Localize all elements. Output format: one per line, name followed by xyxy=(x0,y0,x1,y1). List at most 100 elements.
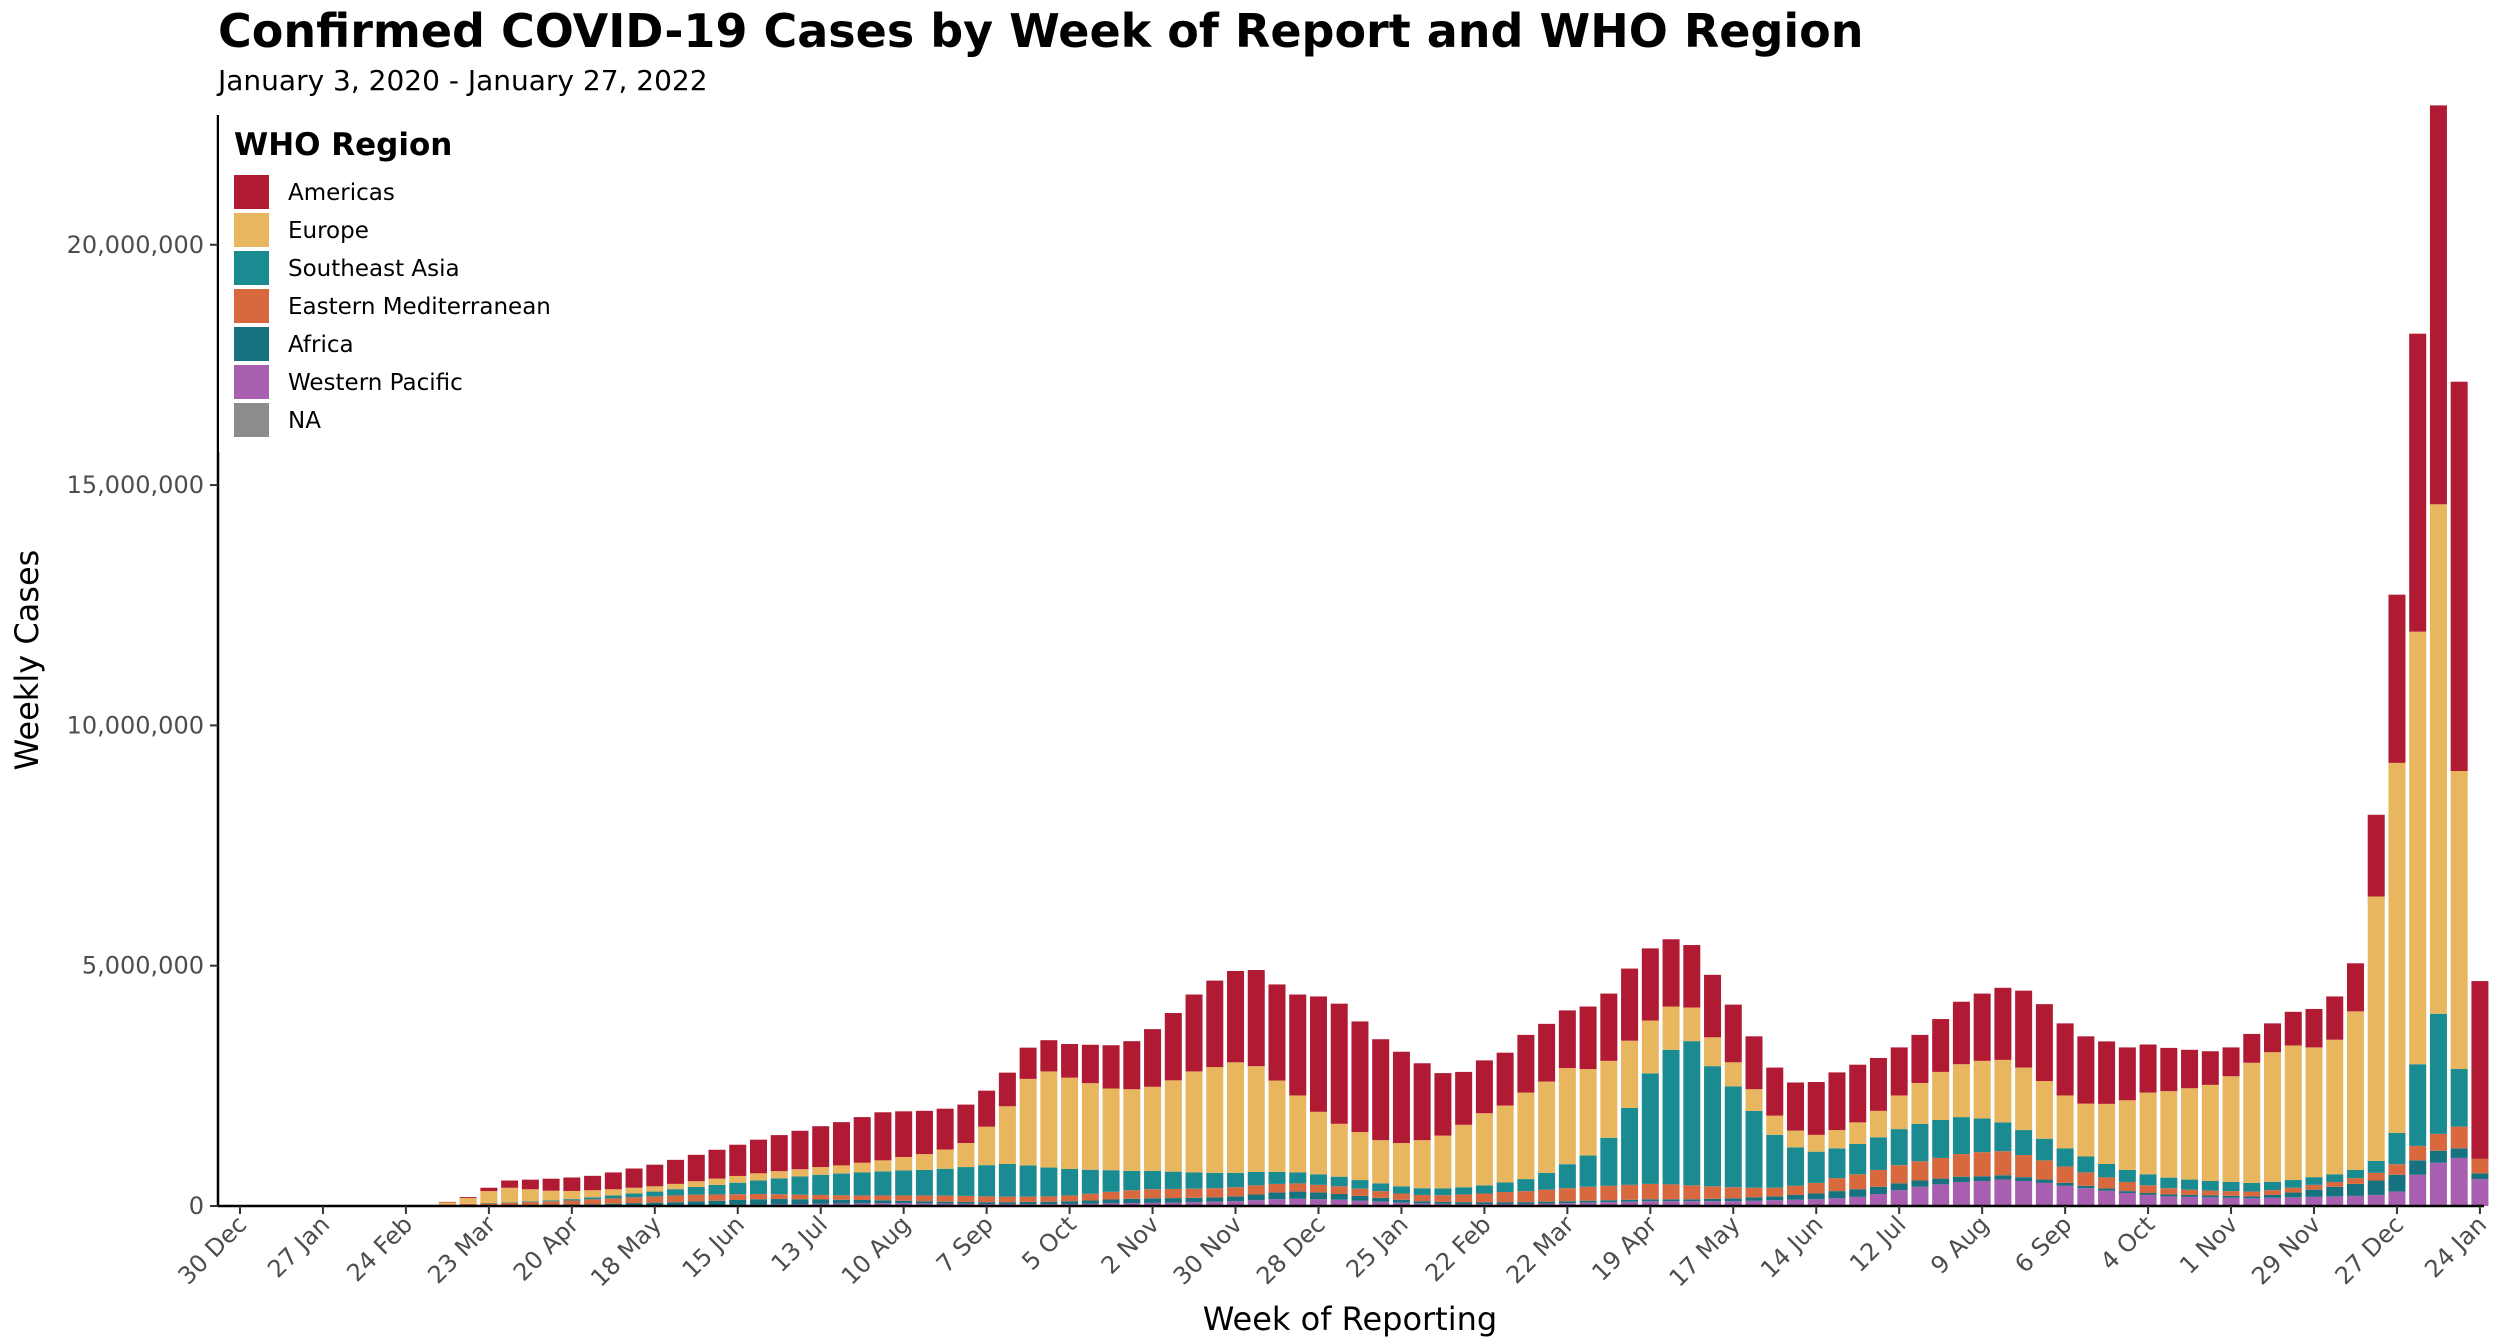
bar-segment xyxy=(1206,1067,1224,1173)
bar-segment xyxy=(1683,945,1701,1008)
bar-segment xyxy=(1683,1007,1701,1042)
bar-segment xyxy=(1144,1086,1162,1171)
x-tick-label: 18 May xyxy=(585,1210,667,1292)
bar-segment xyxy=(1994,1179,2012,1206)
bar-segment xyxy=(1061,1077,1079,1169)
bar-segment xyxy=(1019,1201,1037,1205)
bar-segment xyxy=(1745,1036,1763,1090)
bar-segment xyxy=(2367,1194,2385,1206)
bar-segment xyxy=(2264,1181,2282,1191)
bar-segment xyxy=(1475,1060,1493,1114)
legend-title: WHO Region xyxy=(234,127,452,163)
bar-segment xyxy=(1932,1019,1950,1072)
bar-segment xyxy=(978,1196,996,1203)
bar-segment xyxy=(584,1199,602,1205)
bar-segment xyxy=(1828,1178,1846,1192)
bar-segment xyxy=(2077,1103,2095,1157)
bar-segment xyxy=(1517,1092,1535,1180)
bar-segment xyxy=(1766,1200,1784,1206)
bar-segment xyxy=(1392,1193,1410,1200)
bar-segment xyxy=(1040,1201,1058,1205)
bar-segment xyxy=(1019,1196,1037,1202)
x-tick-label: 22 Feb xyxy=(1420,1210,1497,1287)
bar-segment xyxy=(584,1175,602,1191)
bar-segment xyxy=(770,1194,788,1200)
bar-segment xyxy=(2471,1173,2489,1180)
legend-items: Americas Europe Southeast Asia Eastern Medi… xyxy=(234,175,551,437)
bar-segment xyxy=(1973,1152,1991,1177)
bar-segment xyxy=(1164,1198,1182,1203)
bar-segment xyxy=(1206,1201,1224,1206)
bar-segment xyxy=(1662,1006,1680,1050)
bar-segment xyxy=(1309,1174,1327,1185)
bar-segment xyxy=(1828,1191,1846,1199)
bar-segment xyxy=(1309,1199,1327,1206)
bar-segment xyxy=(2077,1188,2095,1206)
bar-segment xyxy=(874,1112,892,1161)
bar-segment xyxy=(459,1197,477,1199)
bar-segment xyxy=(1330,1003,1348,1124)
bar-segment xyxy=(1123,1203,1141,1206)
bar-segment xyxy=(812,1199,830,1204)
bar-segment xyxy=(750,1180,767,1194)
bar-segment xyxy=(1372,1201,1390,1206)
bar-segment xyxy=(1932,1184,1950,1206)
bar-segment xyxy=(936,1149,954,1169)
bar-segment xyxy=(2035,1160,2053,1180)
bar-segment xyxy=(729,1144,747,1176)
bar-segment xyxy=(1849,1189,1867,1197)
bar-segment xyxy=(2160,1188,2178,1195)
bar-segment xyxy=(2035,1081,2053,1139)
bar-segment xyxy=(1683,1185,1701,1200)
bar-segment xyxy=(1849,1174,1867,1190)
bar-segment xyxy=(1040,1071,1058,1168)
bar-segment xyxy=(1392,1143,1410,1187)
bar-segment xyxy=(1206,980,1224,1068)
bar-segment xyxy=(1413,1140,1431,1189)
bar-segment xyxy=(1932,1157,1950,1179)
bar-segment xyxy=(957,1167,975,1196)
bar-segment xyxy=(1144,1029,1162,1087)
bar-segment xyxy=(1247,1066,1265,1172)
bar-segment xyxy=(687,1194,705,1202)
bar-segment xyxy=(1496,1182,1514,1193)
bar-segment xyxy=(1372,1191,1390,1198)
bar-segment xyxy=(563,1177,581,1191)
bar-segment xyxy=(604,1203,622,1206)
bar-segment xyxy=(1911,1082,1929,1124)
bar-segment xyxy=(2264,1052,2282,1182)
bar-segment xyxy=(2035,1004,2053,1082)
bar-segment xyxy=(1102,1045,1120,1089)
bar-segment xyxy=(1517,1179,1535,1192)
bar-segment xyxy=(1807,1199,1825,1206)
bar-segment xyxy=(1019,1165,1037,1197)
bar-segment xyxy=(1185,1202,1203,1206)
bar-segment xyxy=(1704,1066,1722,1187)
bar-segment xyxy=(1869,1169,1887,1187)
bar-segment xyxy=(1496,1192,1514,1203)
bar-segment xyxy=(1745,1197,1763,1201)
bar-segment xyxy=(2118,1100,2136,1170)
bar-segment xyxy=(1745,1187,1763,1198)
bar-segment xyxy=(2243,1062,2261,1183)
bar-segment xyxy=(2035,1182,2053,1206)
bar-segment xyxy=(646,1186,664,1192)
bar-segment xyxy=(1641,1073,1659,1184)
bar-segment xyxy=(1247,970,1265,1067)
bar-segment xyxy=(604,1189,622,1196)
bar-segment xyxy=(1973,1060,1991,1119)
bar-segment xyxy=(2118,1169,2136,1182)
bar-segment xyxy=(915,1201,933,1204)
x-axis-label: Week of Reporting xyxy=(1203,1300,1497,1338)
bar-segment xyxy=(1330,1186,1348,1194)
bar-segment xyxy=(874,1160,892,1172)
bar-segment xyxy=(832,1199,850,1204)
bar-segment xyxy=(832,1122,850,1166)
bar-segment xyxy=(2222,1195,2240,1198)
bar-segment xyxy=(1641,948,1659,1021)
bar-segment xyxy=(1766,1115,1784,1135)
bar-segment xyxy=(978,1126,996,1166)
bar-segment xyxy=(1372,1197,1390,1202)
bar-segment xyxy=(646,1196,664,1203)
bar-segment xyxy=(1123,1170,1141,1191)
